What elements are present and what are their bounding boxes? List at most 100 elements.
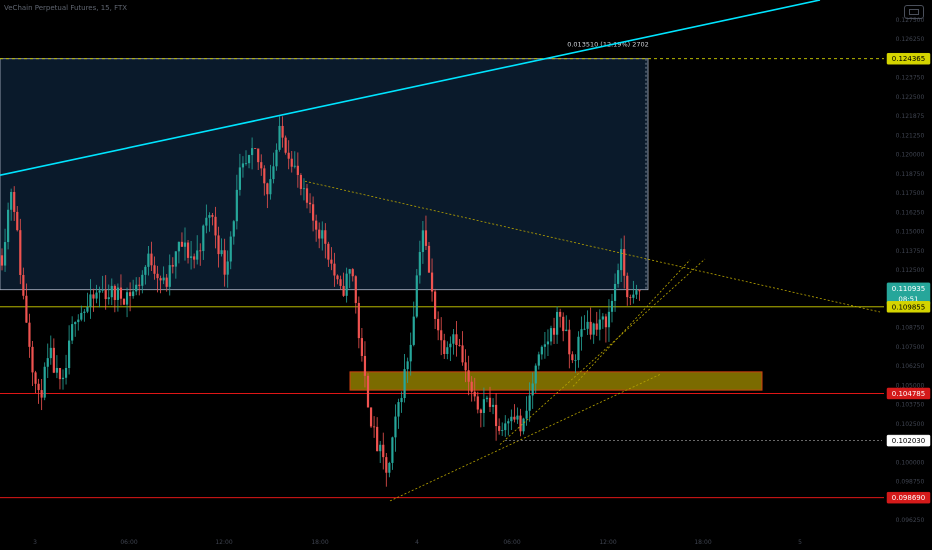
- candle: [308, 193, 312, 214]
- candle-body: [556, 311, 559, 335]
- candle: [330, 247, 333, 271]
- candle-body: [516, 415, 519, 420]
- candle-body: [598, 319, 601, 330]
- candle-body: [464, 362, 467, 371]
- candle-body: [64, 368, 68, 378]
- candle-body: [247, 155, 251, 164]
- candle-body: [61, 377, 65, 380]
- candle-body: [421, 230, 424, 252]
- candle: [278, 116, 281, 152]
- candle-body: [101, 289, 104, 291]
- candle: [473, 377, 476, 402]
- candle-body: [107, 297, 110, 300]
- trendline: [572, 259, 691, 387]
- candle: [180, 232, 184, 247]
- candle: [302, 178, 306, 201]
- candle-body: [360, 338, 363, 356]
- candle-body: [43, 366, 46, 398]
- candle-body: [174, 251, 177, 267]
- price-tick: 0.116250: [896, 209, 925, 216]
- candles: [0, 116, 641, 487]
- candle-body: [613, 283, 617, 301]
- candle: [546, 329, 550, 357]
- candle: [186, 239, 190, 264]
- candle: [574, 354, 577, 373]
- candle-body: [305, 188, 309, 203]
- candle: [525, 396, 528, 426]
- screenshot-icon[interactable]: [904, 5, 924, 19]
- candle: [589, 307, 592, 340]
- candle-body: [83, 311, 86, 313]
- candle: [632, 280, 635, 304]
- candle-body: [559, 311, 562, 317]
- candle: [562, 312, 565, 342]
- candle: [244, 150, 248, 166]
- candle: [260, 154, 263, 176]
- candle-body: [406, 361, 409, 370]
- candle-body: [202, 225, 205, 252]
- candle: [71, 316, 74, 345]
- candle: [241, 156, 245, 178]
- candle-body: [498, 426, 501, 431]
- candle-body: [333, 263, 336, 276]
- price-tick: 0.103750: [896, 402, 925, 409]
- candle: [229, 231, 232, 270]
- candle-body: [595, 323, 598, 330]
- candle: [257, 148, 260, 171]
- candle: [397, 398, 400, 429]
- price-tick: 0.127500: [896, 17, 925, 24]
- candle: [586, 310, 589, 336]
- price-tick: 0.107500: [896, 344, 925, 351]
- candle: [162, 266, 165, 285]
- candle-body: [626, 275, 629, 298]
- candle: [122, 298, 126, 306]
- candle: [437, 311, 440, 341]
- price-label-bg: [886, 491, 931, 504]
- candle-body: [150, 253, 153, 266]
- candle-body: [122, 298, 126, 305]
- candle-body: [363, 355, 367, 376]
- candle: [369, 407, 373, 428]
- candle: [232, 219, 235, 245]
- candle: [495, 393, 498, 441]
- candle-body: [208, 215, 211, 218]
- candle-body: [348, 269, 351, 274]
- candle-body: [537, 354, 540, 366]
- candle-body: [0, 255, 4, 266]
- candle: [406, 357, 409, 383]
- candle: [595, 311, 598, 336]
- candle: [382, 432, 385, 470]
- price-label-text: 0.102030: [892, 437, 925, 445]
- candle-body: [80, 312, 83, 320]
- candle-body: [318, 229, 321, 239]
- candle-body: [324, 230, 327, 244]
- candle-body: [86, 306, 89, 312]
- candle: [101, 275, 104, 293]
- candle: [205, 204, 208, 234]
- candle-body: [376, 426, 379, 452]
- candle-body: [583, 328, 586, 330]
- candle: [409, 332, 412, 376]
- candle: [254, 148, 257, 149]
- candle-body: [510, 416, 513, 422]
- price-label-bg: [886, 52, 931, 65]
- candle: [556, 306, 559, 344]
- candle: [196, 235, 199, 265]
- candle-body: [199, 250, 202, 252]
- candle: [226, 250, 229, 288]
- candle: [156, 265, 159, 293]
- price-tick: 0.123750: [896, 75, 925, 82]
- candle: [629, 294, 632, 306]
- candle-body: [394, 416, 397, 438]
- candle-body: [632, 294, 635, 298]
- candle-body: [92, 294, 95, 299]
- candle-body: [549, 328, 553, 342]
- candle: [183, 227, 187, 261]
- candle: [485, 395, 489, 403]
- candle: [129, 282, 132, 312]
- candle-body: [382, 444, 385, 458]
- candle-body: [552, 328, 556, 335]
- price-tick: 0.112500: [896, 267, 925, 274]
- candle: [272, 152, 275, 184]
